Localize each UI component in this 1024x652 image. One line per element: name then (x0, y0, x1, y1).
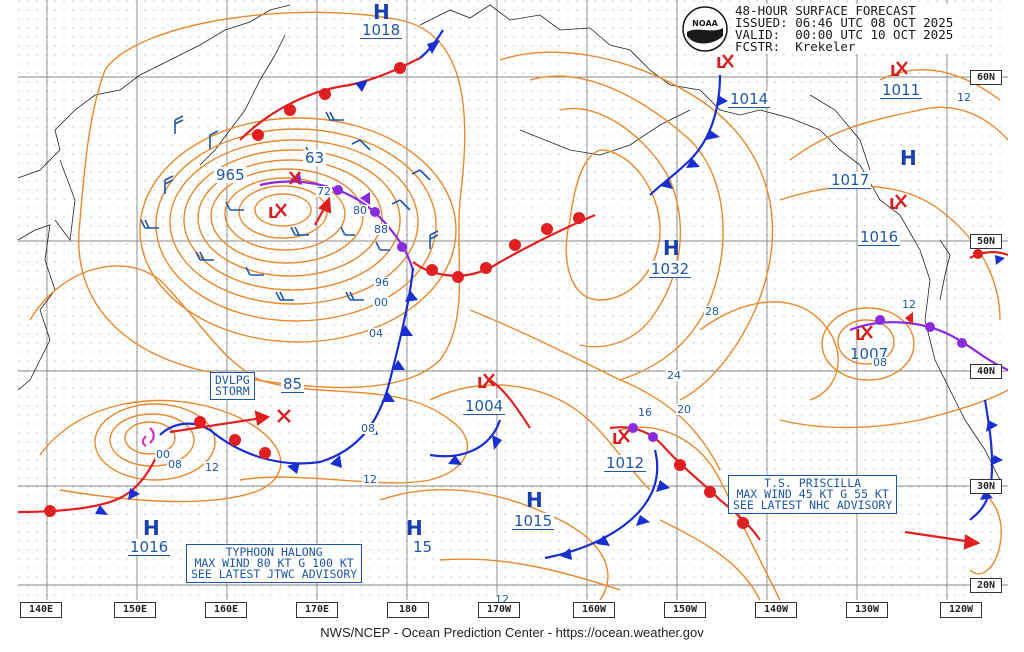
isobars (29, 11, 1009, 601)
latitude-label: 50N (970, 234, 1002, 249)
svg-text:NOAA: NOAA (692, 19, 718, 28)
typhoon-symbol (142, 427, 155, 447)
svg-text:L: L (612, 430, 622, 448)
svg-text:L: L (890, 62, 900, 80)
high-center-15: H (406, 516, 423, 540)
isobar-label: 63 (303, 149, 327, 167)
low-pressure-965: 965 (214, 166, 247, 184)
svg-text:L: L (889, 195, 899, 213)
high-pressure-1015: 1015 (512, 512, 555, 530)
longitude-label: 130W (846, 602, 888, 618)
cold-front-1004 (429, 419, 502, 458)
warm-front-north-semicircles (252, 62, 406, 141)
header-forecaster: FCSTR: Krekeler (735, 39, 856, 54)
high-pressure-1018: 1018 (360, 21, 403, 39)
longitude-label: 170E (296, 602, 338, 618)
isobar-label: 96 (374, 276, 390, 289)
storm-pressure-85: 85 (281, 375, 305, 393)
isobar-label: 72 (316, 185, 332, 198)
isobar-label: 04 (368, 327, 384, 340)
low-pressure-1014: 1014 (728, 90, 771, 108)
wind-barbs (140, 111, 439, 301)
isobar-label: 00 (373, 296, 389, 309)
forecast-header: 48-HOUR SURFACE FORECAST ISSUED: 06:46 UT… (732, 3, 957, 54)
svg-text:L: L (268, 204, 278, 222)
latitude-label: 60N (970, 70, 1002, 85)
high-center-1017: H (900, 146, 917, 170)
ts-priscilla-box: T.S. PRISCILLA MAX WIND 45 KT G 55 KT SEE … (728, 475, 898, 514)
longitude-label: 180 (387, 602, 429, 618)
isobar-label: 12 (901, 298, 917, 311)
low-pressure-1012: 1012 (604, 454, 647, 472)
longitude-label: 140E (20, 602, 62, 618)
high-pressure-1032: 1032 (649, 260, 692, 278)
isobar-label: 00 (155, 448, 171, 461)
longitude-label: 140W (755, 602, 797, 618)
low-pressure-1011: 1011 (880, 81, 923, 99)
isobar-label: 08 (360, 422, 376, 435)
svg-text:L: L (477, 374, 487, 392)
longitude-label: 160W (573, 602, 615, 618)
noaa-logo: NOAA (682, 6, 728, 52)
low-centers (275, 54, 908, 443)
svg-text:L: L (716, 54, 726, 72)
high-pressure-1017: 1017 (829, 171, 872, 189)
low-pressure-1016: 1016 (858, 228, 901, 246)
high-center-1016: H (143, 516, 160, 540)
longitude-label: 150W (664, 602, 706, 618)
header-valid: VALID: 00:00 UTC 10 OCT 2025 (735, 27, 954, 42)
high-pressure-1016: 1016 (128, 538, 171, 556)
high-center-1015: H (526, 488, 543, 512)
typhoon-halong-box: TYPHOON HALONG MAX WIND 80 KT G 100 KT SEE… (186, 544, 363, 583)
longitude-label: 160E (205, 602, 247, 618)
low-pressure-1004: 1004 (463, 397, 506, 415)
isobar-label: 12 (362, 473, 378, 486)
developing-storm-box: DVLPG STORM (210, 372, 255, 400)
isobar-label: 88 (373, 223, 389, 236)
isobar-label: 20 (676, 403, 692, 416)
isobar-label: 80 (352, 204, 368, 217)
cold-front-south-warm-segment (194, 416, 271, 459)
isobar-label: 12 (494, 593, 510, 606)
isobar-label: 28 (704, 305, 720, 318)
svg-text:L: L (855, 326, 865, 344)
longitude-label: 150E (114, 602, 156, 618)
footer-credit: NWS/NCEP - Ocean Prediction Center - htt… (320, 625, 704, 640)
header-issued: ISSUED: 06:46 UTC 08 OCT 2025 (735, 15, 954, 30)
latitude-label: 20N (970, 578, 1002, 593)
high-center-1018: H (373, 0, 390, 24)
warm-front-east-semicircles (426, 212, 585, 283)
isobar-label: 16 (637, 406, 653, 419)
isobar-label: 08 (872, 356, 888, 369)
isobar-label: 12 (204, 461, 220, 474)
longitude-label: 170W (478, 602, 520, 618)
longitude-label: 120W (940, 602, 982, 618)
latitude-label: 40N (970, 364, 1002, 379)
low-letters: L L L L L L L (268, 54, 900, 448)
high-center-1032: H (663, 236, 680, 260)
header-title: 48-HOUR SURFACE FORECAST (735, 3, 916, 18)
isobar-label: 08 (167, 458, 183, 471)
high-pressure-15: 15 (411, 538, 435, 556)
latitude-label: 30N (970, 479, 1002, 494)
storm-track-arrows (169, 196, 981, 550)
warm-front-1012 (609, 426, 761, 541)
isobar-label: 24 (666, 369, 682, 382)
isobar-label: 12 (956, 91, 972, 104)
